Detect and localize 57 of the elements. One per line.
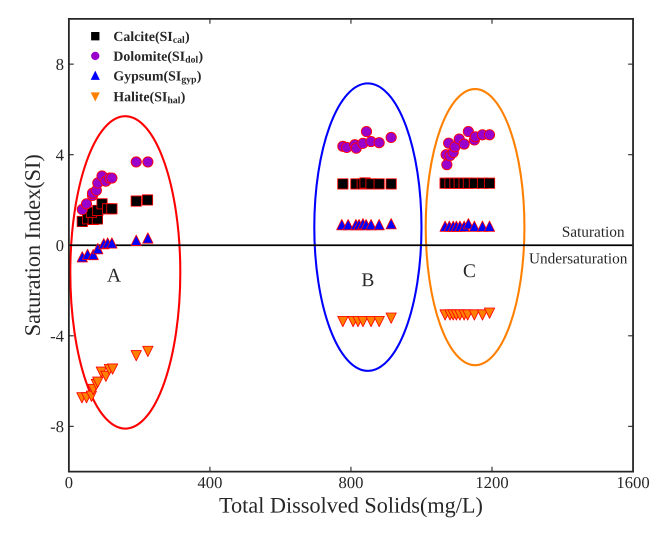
annotation: A <box>107 268 121 282</box>
point <box>106 237 118 249</box>
point <box>374 316 385 328</box>
point <box>337 178 348 190</box>
point <box>458 138 470 150</box>
y-tick-label: -4 <box>50 330 64 342</box>
point <box>80 198 92 210</box>
annotation: B <box>362 273 374 286</box>
point <box>484 220 496 232</box>
y-tick-label: 8 <box>56 58 64 70</box>
point <box>365 316 377 328</box>
point <box>142 194 154 206</box>
point <box>374 178 385 190</box>
legend-label: Calcite(SI$_{cal}$) <box>114 31 190 44</box>
point <box>484 129 496 140</box>
x-axis-title: Total Dissolved Solids(mg/L) <box>219 497 482 518</box>
point <box>130 350 142 362</box>
legend-label: Dolomite(SI$_{dol}$) <box>114 51 202 64</box>
point <box>337 316 348 328</box>
point <box>92 376 104 388</box>
point <box>468 309 480 321</box>
point <box>386 218 397 230</box>
point <box>142 156 154 168</box>
point <box>365 219 377 230</box>
point <box>386 132 397 144</box>
point <box>130 196 142 207</box>
point <box>360 126 372 138</box>
x-tick-label: 1200 <box>476 476 508 488</box>
y-tick-label: 4 <box>56 150 64 160</box>
point <box>92 243 104 254</box>
point <box>484 178 496 189</box>
point <box>441 159 452 170</box>
legend-label: Halite(SI$_{hal}$) <box>114 92 185 104</box>
point <box>142 346 154 357</box>
y-tick-label: -8 <box>50 421 64 432</box>
point <box>142 232 154 244</box>
point <box>374 219 385 230</box>
point <box>386 312 397 324</box>
point <box>484 308 496 319</box>
x-tick-label: 800 <box>339 476 363 488</box>
annotation: Saturation <box>562 226 624 237</box>
point <box>386 178 397 190</box>
point <box>374 137 385 148</box>
point <box>106 172 118 184</box>
annotation: Undersaturation <box>529 252 628 264</box>
x-tick-label: 0 <box>65 476 72 488</box>
annotation: C <box>464 264 475 278</box>
point <box>130 156 142 168</box>
y-tick-label: 0 <box>56 240 64 252</box>
y-axis-title: Saturation Index(SI) <box>24 155 45 335</box>
point <box>468 220 480 232</box>
point <box>106 203 118 214</box>
x-tick-label: 400 <box>198 476 222 488</box>
point <box>107 364 118 375</box>
legend-label: Gypsum(SI$_{gyp}$) <box>114 70 201 85</box>
point <box>130 234 142 246</box>
x-tick-label: 1600 <box>618 476 650 488</box>
